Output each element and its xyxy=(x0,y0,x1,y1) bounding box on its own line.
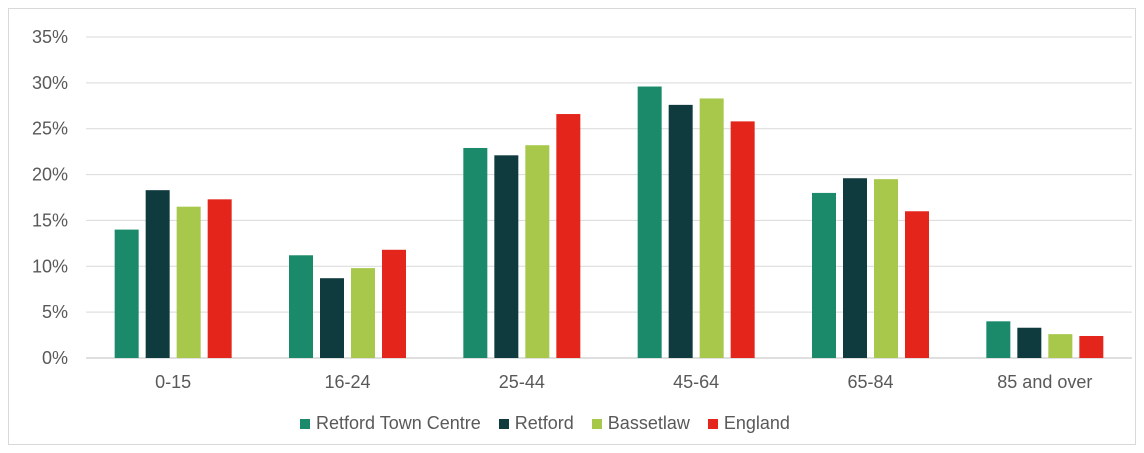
legend-label: Retford xyxy=(514,413,574,433)
y-tick-label: 20% xyxy=(32,165,68,185)
bar-retford-town-centre-0-15 xyxy=(114,229,139,358)
y-axis-ticks: 0% 5% 10% 15% 20% 25% 30% 35% xyxy=(32,27,68,368)
legend-item-bassetlaw: Bassetlaw xyxy=(591,413,690,434)
bar-retford-25-44 xyxy=(494,155,519,358)
bar-bassetlaw-45-64 xyxy=(699,98,724,358)
bar-retford-65-84 xyxy=(843,178,867,358)
bar-retford-45-64 xyxy=(668,104,693,359)
y-tick-label: 5% xyxy=(42,302,68,322)
x-tick-label: 0-15 xyxy=(155,372,191,392)
x-tick-label: 65-84 xyxy=(847,372,893,392)
legend-swatch xyxy=(707,418,718,429)
bar-retford-16-24 xyxy=(320,278,344,358)
y-tick-label: 10% xyxy=(32,256,68,276)
y-tick-label: 35% xyxy=(32,27,68,47)
bar-england-25-44 xyxy=(556,114,581,358)
y-tick-label: 25% xyxy=(32,119,68,139)
bars xyxy=(114,86,1104,359)
x-tick-label: 45-64 xyxy=(673,372,719,392)
bar-retford-town-centre-65-84 xyxy=(812,192,836,358)
bar-bassetlaw-65-84 xyxy=(874,179,898,358)
x-tick-label: 85 and over xyxy=(997,372,1092,392)
gridlines xyxy=(86,36,1132,359)
legend: Retford Town Centre Retford Bassetlaw En… xyxy=(300,413,790,434)
legend-label: Bassetlaw xyxy=(607,413,690,433)
bar-retford-town-centre-85-and-over xyxy=(986,321,1011,358)
legend-item-retford-town-centre: Retford Town Centre xyxy=(300,413,481,434)
legend-item-retford: Retford xyxy=(498,413,574,434)
x-axis-ticks: 0-15 16-24 25-44 45-64 65-84 85 and over xyxy=(155,372,1092,392)
y-tick-label: 15% xyxy=(32,210,68,230)
bar-retford-town-centre-25-44 xyxy=(463,147,488,358)
bar-england-45-64 xyxy=(730,121,755,359)
legend-swatch xyxy=(591,418,602,429)
bar-bassetlaw-85-and-over xyxy=(1048,334,1073,358)
bar-retford-town-centre-16-24 xyxy=(289,255,313,358)
bar-england-85-and-over xyxy=(1079,335,1104,358)
legend-swatch xyxy=(300,418,310,429)
legend-item-england: England xyxy=(707,413,790,434)
y-tick-label: 0% xyxy=(42,348,68,368)
bar-retford-0-15 xyxy=(145,190,170,358)
y-tick-label: 30% xyxy=(32,73,68,93)
bar-retford-85-and-over xyxy=(1017,327,1042,358)
x-tick-label: 16-24 xyxy=(324,372,370,392)
bar-bassetlaw-0-15 xyxy=(176,206,201,358)
bar-england-16-24 xyxy=(382,249,406,358)
legend-swatch xyxy=(498,418,509,429)
bar-england-0-15 xyxy=(207,199,232,358)
bar-bassetlaw-25-44 xyxy=(525,145,550,358)
legend-label: England xyxy=(723,413,790,433)
legend-label: Retford Town Centre xyxy=(316,413,481,433)
bar-england-65-84 xyxy=(905,211,929,358)
bar-retford-town-centre-45-64 xyxy=(637,86,662,359)
bar-bassetlaw-16-24 xyxy=(351,268,375,358)
x-tick-label: 25-44 xyxy=(499,372,545,392)
